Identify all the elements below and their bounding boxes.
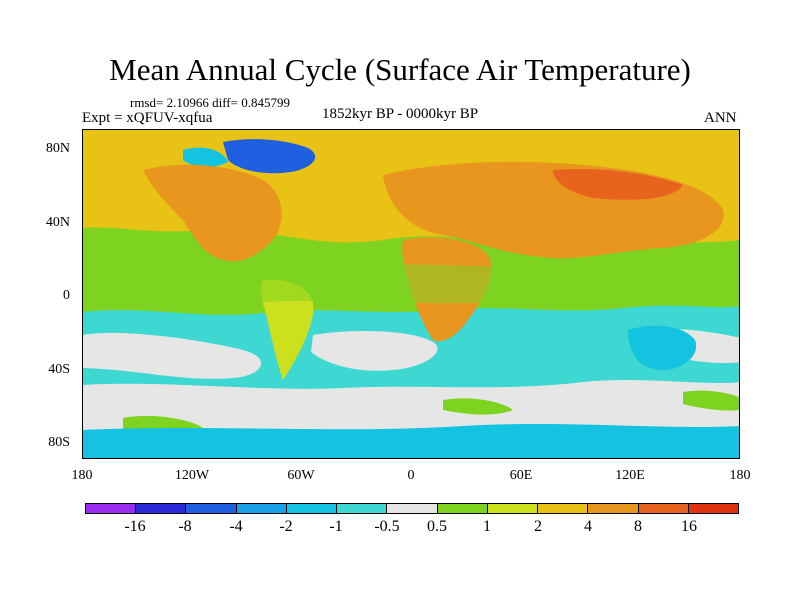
field-green-s3 xyxy=(443,398,513,415)
colorbar-label: -16 xyxy=(124,518,146,535)
colorbar-swatch xyxy=(387,504,438,513)
lat-label: 80N xyxy=(45,141,70,156)
colorbar-label: 1 xyxy=(483,518,491,535)
land-south-america xyxy=(260,279,314,380)
period-label: 1852kyr BP - 0000kyr BP xyxy=(322,106,479,122)
map-field xyxy=(83,130,739,458)
lon-label: 0 xyxy=(407,468,415,483)
colorbar-swatch xyxy=(437,504,488,513)
colorbar-swatch xyxy=(538,504,589,513)
land-siberia-hot xyxy=(553,168,683,200)
colorbar-swatch xyxy=(638,504,689,513)
lon-label: 180 xyxy=(71,468,93,483)
land-australia xyxy=(628,325,697,370)
colorbar-label: -1 xyxy=(329,518,343,535)
lat-label: 40S xyxy=(48,362,70,377)
colorbar-swatch xyxy=(186,504,237,513)
experiment-label: Expt = xQFUV-xqfua xyxy=(82,110,213,126)
field-neutral-s1 xyxy=(83,332,262,379)
lon-label: 180 xyxy=(729,468,751,483)
field-antarctic xyxy=(83,424,739,458)
lat-label: 80S xyxy=(48,435,70,450)
field-neutral-s3 xyxy=(83,380,739,434)
field-arctic-cyan xyxy=(183,147,228,168)
colorbar xyxy=(85,503,739,514)
colorbar-swatch xyxy=(286,504,338,513)
colorbar-swatch xyxy=(86,504,137,513)
temperature-map xyxy=(82,129,740,459)
colorbar-label: 4 xyxy=(584,518,592,535)
colorbar-label: 2 xyxy=(534,518,542,535)
stats-text: rmsd= 2.10966 diff= 0.845799 xyxy=(130,95,290,110)
lat-label: 40N xyxy=(45,215,70,230)
colorbar-swatch xyxy=(487,504,539,513)
colorbar-swatch xyxy=(337,504,388,513)
plot-title: Mean Annual Cycle (Surface Air Temperatu… xyxy=(109,52,691,87)
field-green-s2 xyxy=(683,390,739,411)
field-arctic-blue xyxy=(223,139,316,174)
season-label: ANN xyxy=(704,110,737,126)
colorbar-label: -0.5 xyxy=(374,518,400,535)
lon-label: 120W xyxy=(174,468,210,483)
lon-label: 120E xyxy=(615,468,645,483)
colorbar-swatch xyxy=(588,504,639,513)
colorbar-label: 0.5 xyxy=(427,518,447,535)
colorbar-label: 16 xyxy=(681,518,697,535)
field-neutral-s2 xyxy=(311,330,438,371)
lat-label: 0 xyxy=(63,288,70,303)
lon-label: 60E xyxy=(509,468,533,483)
colorbar-swatch xyxy=(236,504,287,513)
land-north-america xyxy=(143,164,282,262)
colorbar-label: -4 xyxy=(229,518,243,535)
colorbar-label: -2 xyxy=(279,518,293,535)
colorbar-swatch xyxy=(136,504,187,513)
colorbar-swatch xyxy=(688,504,739,513)
colorbar-label: 8 xyxy=(634,518,642,535)
lon-label: 60W xyxy=(287,468,315,483)
colorbar-label: -8 xyxy=(178,518,192,535)
field-tropical-belt xyxy=(83,262,739,304)
